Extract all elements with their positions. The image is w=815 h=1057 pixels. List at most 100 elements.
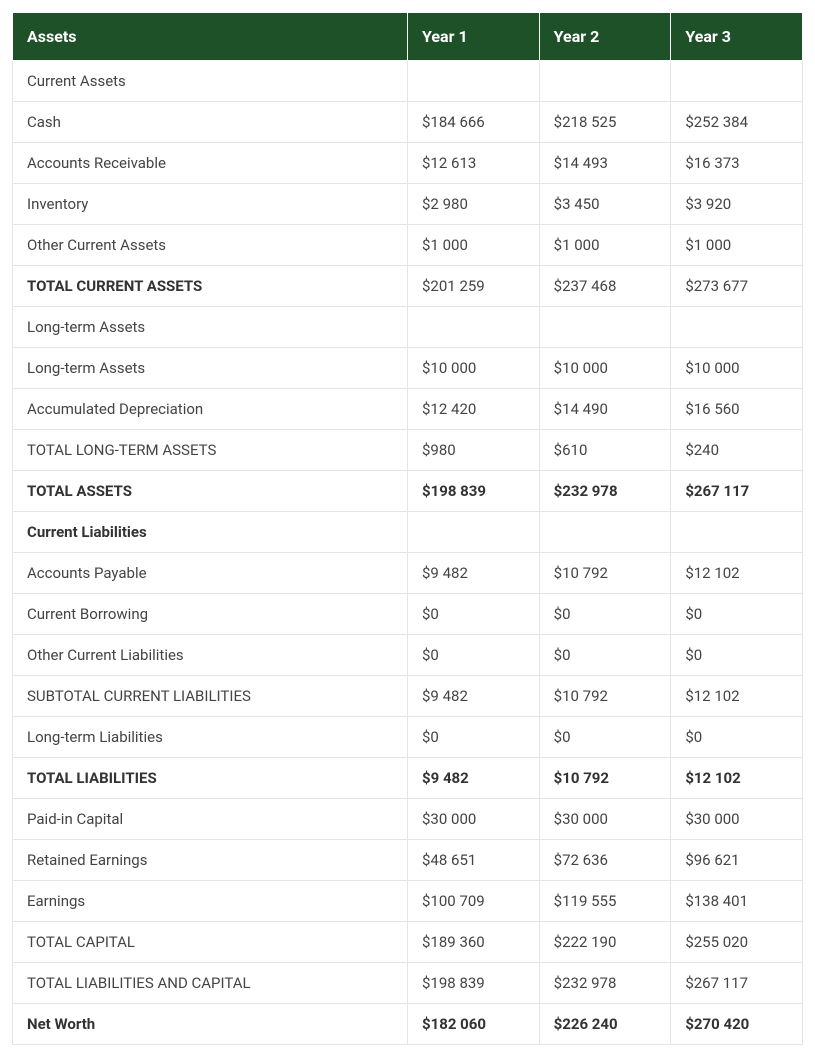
row-year-1: $980 [408, 430, 540, 471]
table-row: Long-term Assets$10 000$10 000$10 000 [13, 348, 803, 389]
row-label: Inventory [13, 184, 408, 225]
header-assets: Assets [13, 13, 408, 61]
row-year-1: $12 420 [408, 389, 540, 430]
row-year-2: $0 [539, 635, 671, 676]
row-year-2: $14 490 [539, 389, 671, 430]
row-label: Paid-in Capital [13, 799, 408, 840]
row-label: Accounts Payable [13, 553, 408, 594]
row-year-3: $12 102 [671, 676, 803, 717]
header-year-1: Year 1 [408, 13, 540, 61]
row-year-3: $138 401 [671, 881, 803, 922]
row-label: Current Assets [13, 61, 408, 102]
row-label: TOTAL CAPITAL [13, 922, 408, 963]
row-year-1: $0 [408, 635, 540, 676]
row-year-2 [539, 307, 671, 348]
table-body: Current AssetsCash$184 666$218 525$252 3… [13, 61, 803, 1045]
row-year-1: $0 [408, 717, 540, 758]
row-year-1: $198 839 [408, 963, 540, 1004]
row-year-3: $16 560 [671, 389, 803, 430]
row-label: Accounts Receivable [13, 143, 408, 184]
table-row: SUBTOTAL CURRENT LIABILITIES$9 482$10 79… [13, 676, 803, 717]
row-label: Long-term Assets [13, 348, 408, 389]
row-label: Long-term Assets [13, 307, 408, 348]
row-year-1: $12 613 [408, 143, 540, 184]
row-year-3: $30 000 [671, 799, 803, 840]
table-row: TOTAL LONG-TERM ASSETS$980$610$240 [13, 430, 803, 471]
row-year-2: $218 525 [539, 102, 671, 143]
row-year-2: $14 493 [539, 143, 671, 184]
row-year-1: $0 [408, 594, 540, 635]
table-row: Earnings$100 709$119 555$138 401 [13, 881, 803, 922]
header-year-2: Year 2 [539, 13, 671, 61]
row-label: Retained Earnings [13, 840, 408, 881]
row-year-2: $232 978 [539, 963, 671, 1004]
row-label: TOTAL LIABILITIES AND CAPITAL [13, 963, 408, 1004]
table-row: Current Borrowing$0$0$0 [13, 594, 803, 635]
table-row: TOTAL ASSETS$198 839$232 978$267 117 [13, 471, 803, 512]
row-year-2: $10 000 [539, 348, 671, 389]
row-year-2: $119 555 [539, 881, 671, 922]
table-row: Accounts Receivable$12 613$14 493$16 373 [13, 143, 803, 184]
row-year-1: $100 709 [408, 881, 540, 922]
row-year-2: $72 636 [539, 840, 671, 881]
row-label: Accumulated Depreciation [13, 389, 408, 430]
row-year-3: $16 373 [671, 143, 803, 184]
table-row: Long-term Assets [13, 307, 803, 348]
row-label: Cash [13, 102, 408, 143]
row-year-1: $9 482 [408, 553, 540, 594]
row-year-2: $222 190 [539, 922, 671, 963]
row-year-3: $12 102 [671, 553, 803, 594]
row-year-1: $184 666 [408, 102, 540, 143]
row-label: Current Liabilities [13, 512, 408, 553]
row-year-3: $1 000 [671, 225, 803, 266]
row-year-2 [539, 512, 671, 553]
row-label: Long-term Liabilities [13, 717, 408, 758]
row-year-1: $48 651 [408, 840, 540, 881]
table-row: Accounts Payable$9 482$10 792$12 102 [13, 553, 803, 594]
row-year-2: $610 [539, 430, 671, 471]
row-label: Current Borrowing [13, 594, 408, 635]
row-year-1: $10 000 [408, 348, 540, 389]
row-year-1: $9 482 [408, 676, 540, 717]
table-row: Long-term Liabilities$0$0$0 [13, 717, 803, 758]
row-year-1: $198 839 [408, 471, 540, 512]
row-year-3: $240 [671, 430, 803, 471]
row-year-3: $252 384 [671, 102, 803, 143]
row-year-3: $3 920 [671, 184, 803, 225]
row-year-1: $182 060 [408, 1004, 540, 1045]
table-row: Paid-in Capital$30 000$30 000$30 000 [13, 799, 803, 840]
row-year-1 [408, 61, 540, 102]
row-year-3 [671, 512, 803, 553]
table-row: Current Liabilities [13, 512, 803, 553]
table-row: TOTAL LIABILITIES$9 482$10 792$12 102 [13, 758, 803, 799]
row-year-3: $0 [671, 594, 803, 635]
row-label: Other Current Assets [13, 225, 408, 266]
row-year-3: $267 117 [671, 471, 803, 512]
row-year-3: $96 621 [671, 840, 803, 881]
row-year-2: $226 240 [539, 1004, 671, 1045]
row-year-2: $1 000 [539, 225, 671, 266]
row-year-3: $267 117 [671, 963, 803, 1004]
table-row: Accumulated Depreciation$12 420$14 490$1… [13, 389, 803, 430]
row-year-2: $10 792 [539, 553, 671, 594]
table-row: Net Worth$182 060$226 240$270 420 [13, 1004, 803, 1045]
row-label: TOTAL LIABILITIES [13, 758, 408, 799]
row-label: Other Current Liabilities [13, 635, 408, 676]
row-label: SUBTOTAL CURRENT LIABILITIES [13, 676, 408, 717]
row-label: Net Worth [13, 1004, 408, 1045]
row-year-2: $10 792 [539, 676, 671, 717]
row-year-3: $0 [671, 717, 803, 758]
row-year-1: $189 360 [408, 922, 540, 963]
row-year-2: $10 792 [539, 758, 671, 799]
row-year-3: $12 102 [671, 758, 803, 799]
table-row: TOTAL CURRENT ASSETS$201 259$237 468$273… [13, 266, 803, 307]
table-row: Other Current Assets$1 000$1 000$1 000 [13, 225, 803, 266]
row-year-3: $273 677 [671, 266, 803, 307]
row-year-2: $30 000 [539, 799, 671, 840]
row-year-3: $0 [671, 635, 803, 676]
row-year-1: $201 259 [408, 266, 540, 307]
table-row: TOTAL CAPITAL$189 360$222 190$255 020 [13, 922, 803, 963]
row-year-3 [671, 61, 803, 102]
row-label: TOTAL ASSETS [13, 471, 408, 512]
row-year-2: $3 450 [539, 184, 671, 225]
